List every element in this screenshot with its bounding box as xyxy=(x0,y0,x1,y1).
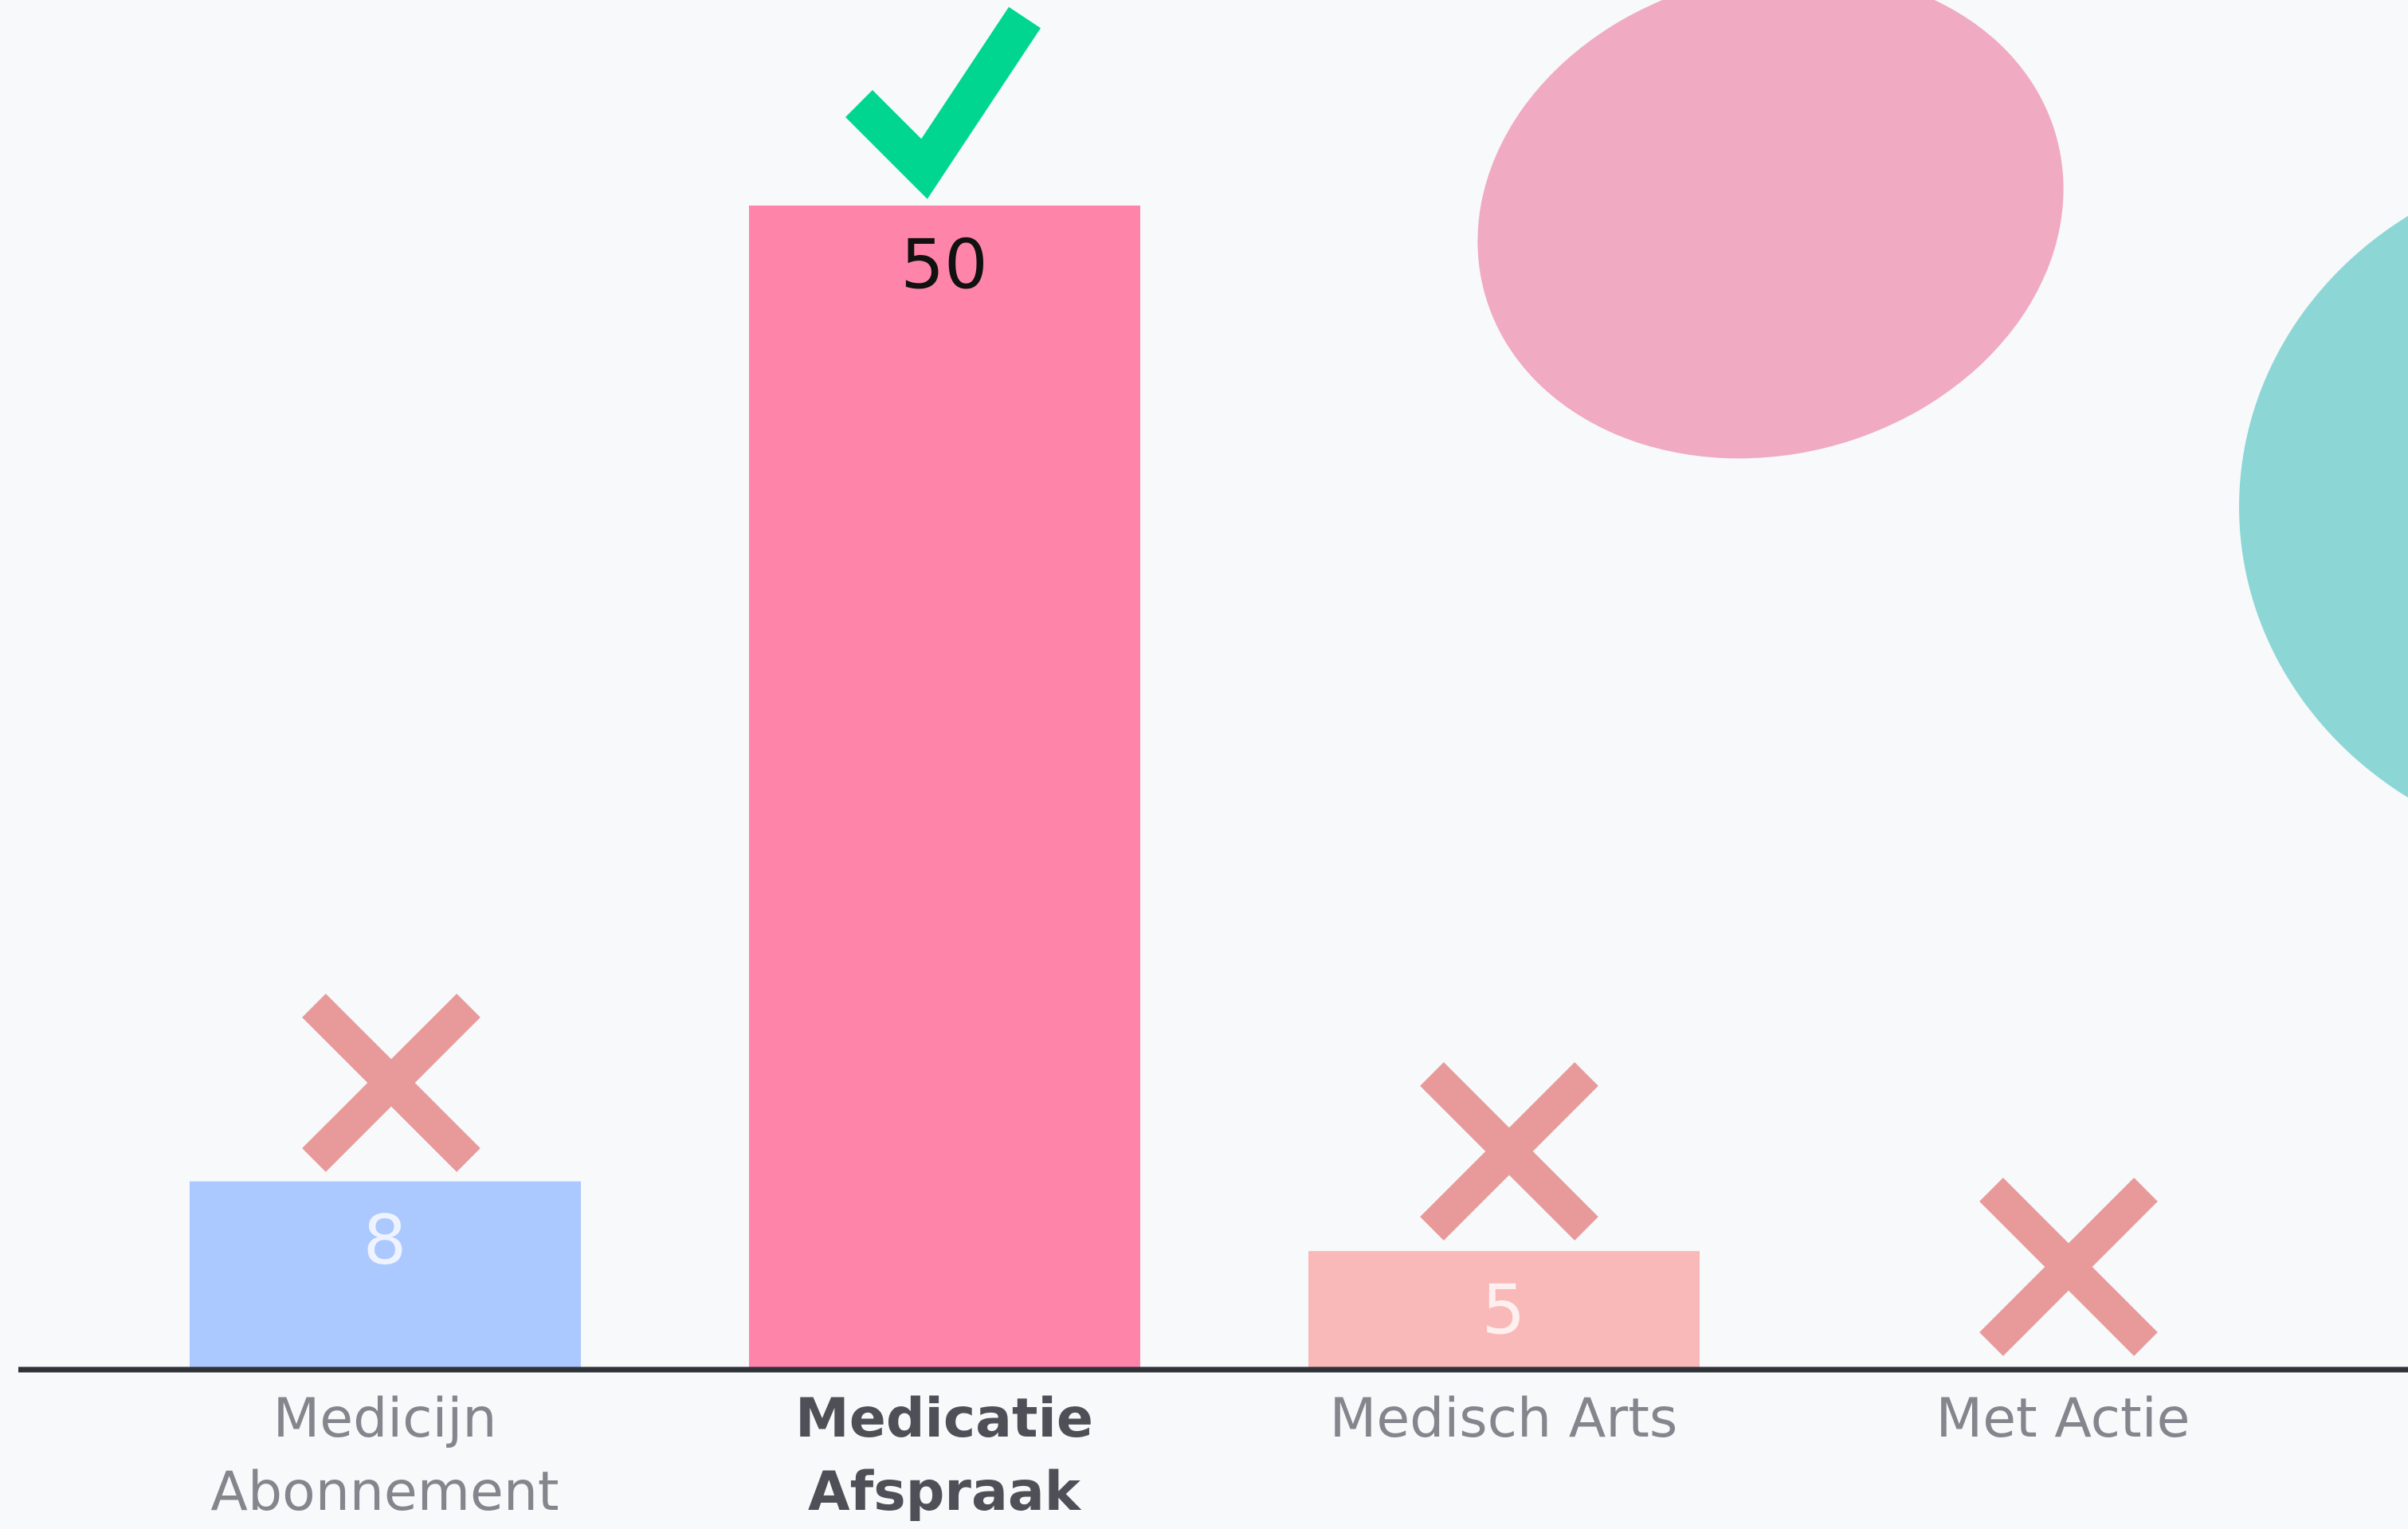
bar xyxy=(1308,1251,1700,1367)
value-label: 8 xyxy=(363,1201,407,1280)
category-label: Medicatie Afspraak xyxy=(795,1387,1093,1523)
category-label: Met Actie xyxy=(1935,1387,2190,1450)
decor-circle xyxy=(1477,0,2064,459)
value-label: 50 xyxy=(900,225,987,304)
check-icon xyxy=(845,6,1041,199)
decor-circle xyxy=(2239,216,2408,798)
category-label: Medicijn Abonnement xyxy=(210,1387,559,1523)
cross-icon xyxy=(1420,1062,1598,1241)
cross-icon xyxy=(1979,1178,2158,1356)
value-label: 5 xyxy=(1482,1271,1526,1351)
cross-icons xyxy=(302,994,2158,1356)
bar xyxy=(190,1181,581,1367)
category-label: Medisch Arts xyxy=(1329,1387,1678,1450)
bar xyxy=(749,206,1140,1367)
cross-icon xyxy=(302,994,480,1172)
